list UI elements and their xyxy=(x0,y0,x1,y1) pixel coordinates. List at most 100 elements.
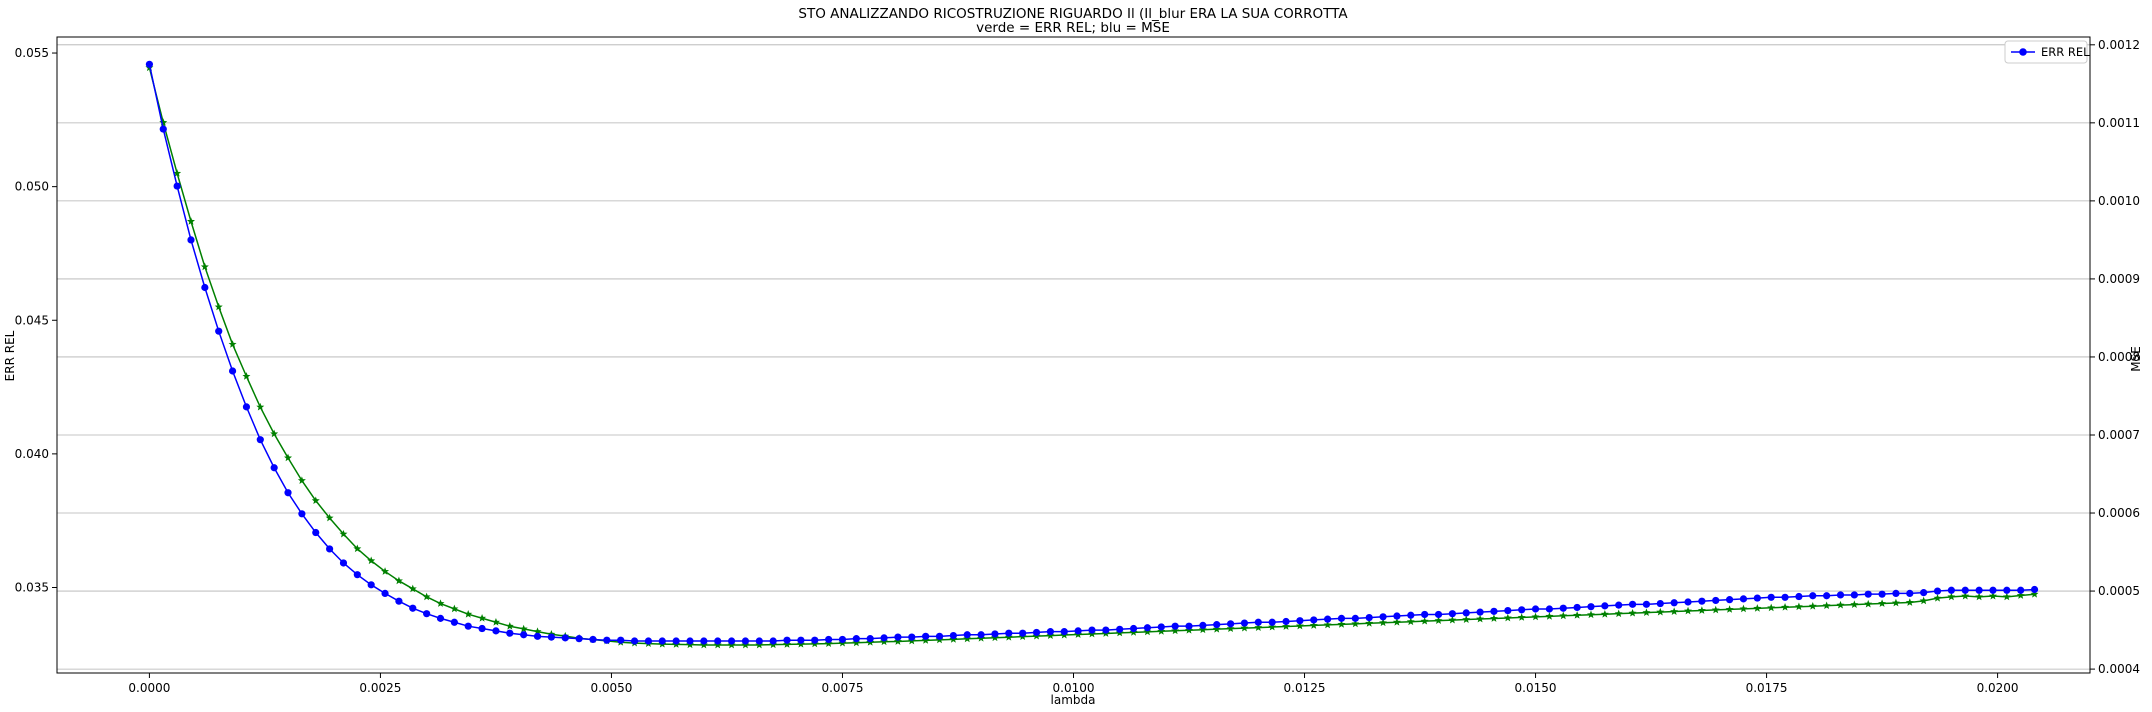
data-point xyxy=(1157,623,1165,631)
data-point xyxy=(1906,589,1914,598)
data-point xyxy=(1296,617,1304,625)
x-tick-label: 0.0175 xyxy=(1746,681,1788,695)
data-point xyxy=(1615,601,1623,609)
data-point xyxy=(214,302,223,311)
data-point xyxy=(755,637,763,645)
x-tick-label: 0.0100 xyxy=(1053,681,1095,695)
x-tick-label: 0.0200 xyxy=(1977,681,2019,695)
data-point xyxy=(1988,591,1997,600)
data-point xyxy=(1143,627,1152,636)
data-point xyxy=(450,604,459,613)
data-point xyxy=(1726,596,1734,604)
data-point xyxy=(1684,598,1692,606)
data-point xyxy=(1905,598,1914,606)
data-point xyxy=(547,633,555,641)
chart-title-group: STO ANALIZZANDO RICOSTRUZIONE RIGUARDO I… xyxy=(798,6,1348,36)
data-point xyxy=(741,637,750,645)
data-point xyxy=(311,496,320,505)
y-axis-right: 0.0004 0.0005 0.0006 0.0007 0.0008 0.0009 0.00… xyxy=(2090,38,2140,676)
data-point xyxy=(1961,591,1970,600)
data-point xyxy=(1212,624,1221,633)
data-point xyxy=(1684,606,1693,615)
data-point xyxy=(1351,619,1360,628)
data-point xyxy=(658,637,666,645)
data-point xyxy=(228,340,237,348)
data-point xyxy=(1725,605,1734,613)
data-point xyxy=(1171,622,1179,630)
data-point xyxy=(1850,600,1859,608)
data-point xyxy=(1448,610,1456,618)
data-point xyxy=(1767,603,1776,612)
data-point xyxy=(1116,625,1124,633)
data-point xyxy=(1933,593,1942,602)
data-point xyxy=(464,622,472,630)
data-point xyxy=(519,624,528,633)
data-point xyxy=(1240,623,1249,632)
gridlines xyxy=(57,44,2090,670)
data-point xyxy=(1282,622,1291,630)
data-point xyxy=(533,627,542,635)
data-point xyxy=(1531,612,1540,621)
data-point xyxy=(1504,606,1512,615)
data-point xyxy=(1518,606,1526,614)
data-point xyxy=(1823,592,1831,600)
data-point xyxy=(367,581,375,589)
data-point xyxy=(284,453,293,462)
data-point xyxy=(1587,610,1595,619)
data-point xyxy=(1227,620,1235,628)
data-point xyxy=(1559,611,1568,620)
data-point xyxy=(935,632,944,640)
series-layer xyxy=(145,60,2039,649)
data-point xyxy=(1157,627,1166,635)
data-point xyxy=(1947,592,1956,601)
data-point xyxy=(1392,618,1401,626)
data-point xyxy=(367,556,376,565)
data-point xyxy=(603,636,611,644)
data-point xyxy=(1198,625,1207,634)
data-point xyxy=(436,599,445,607)
data-point xyxy=(423,610,431,618)
data-point xyxy=(1420,616,1429,625)
data-point xyxy=(1878,590,1886,598)
data-point xyxy=(1712,596,1720,605)
data-point xyxy=(256,402,265,411)
data-point xyxy=(325,513,334,522)
data-point xyxy=(478,624,486,633)
y2-tick-label: 0.0012 xyxy=(2098,38,2140,52)
data-point xyxy=(1711,605,1720,614)
data-point xyxy=(949,631,957,640)
y2-tick-label: 0.0008 xyxy=(2098,350,2140,364)
data-point xyxy=(1324,615,1332,623)
data-point xyxy=(1573,611,1582,619)
data-point xyxy=(1268,622,1277,631)
series-err-rel xyxy=(145,60,2039,645)
data-point xyxy=(838,635,847,644)
data-point xyxy=(1421,610,1429,619)
x-tick-label: 0.0075 xyxy=(821,681,863,695)
data-point xyxy=(686,637,694,645)
series-line xyxy=(148,67,2035,646)
data-point xyxy=(1656,599,1664,608)
y-tick-label: 0.040 xyxy=(15,447,49,461)
data-point xyxy=(1920,589,1928,597)
data-point xyxy=(1185,622,1193,630)
y2-tick-label: 0.0011 xyxy=(2098,116,2140,130)
legend: ERR REL xyxy=(2004,40,2090,64)
data-point xyxy=(1490,607,1498,615)
data-point xyxy=(1019,629,1027,637)
data-point xyxy=(963,634,972,643)
x-tick-label: 0.0025 xyxy=(359,681,401,695)
data-point xyxy=(1767,593,1775,601)
data-point xyxy=(1074,627,1082,635)
x-tick-label: 0.0150 xyxy=(1515,681,1557,695)
data-point xyxy=(700,637,708,645)
data-point xyxy=(1171,626,1180,635)
data-point xyxy=(173,182,181,190)
data-point xyxy=(1836,591,1845,599)
data-point xyxy=(769,637,777,645)
data-point xyxy=(1822,601,1831,610)
data-point xyxy=(1670,607,1679,615)
data-point xyxy=(727,637,736,645)
data-point xyxy=(2016,591,2025,599)
data-point xyxy=(2003,586,2011,594)
